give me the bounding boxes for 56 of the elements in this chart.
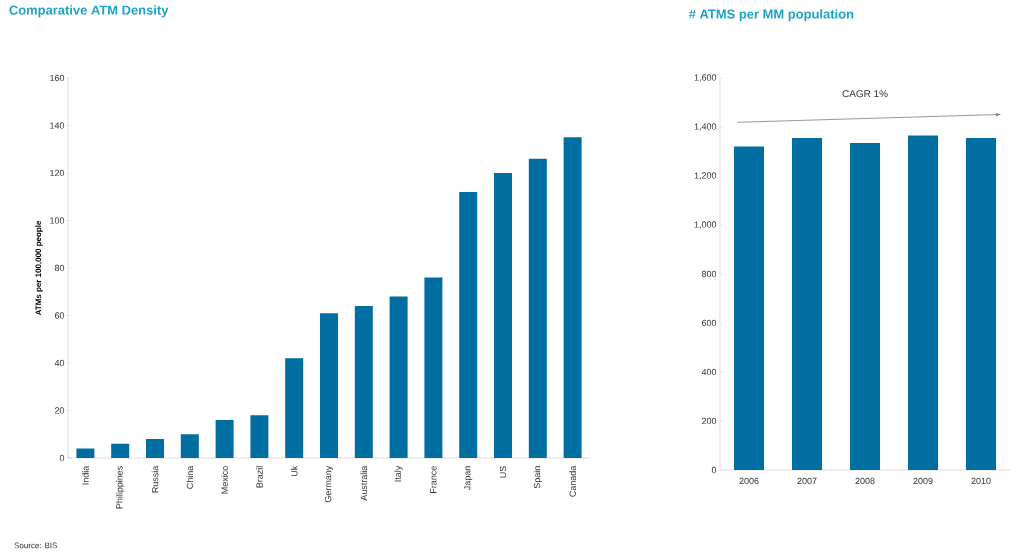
- bar: [285, 358, 304, 458]
- y-tick-label: 120: [50, 169, 65, 177]
- x-tick-label: Canada: [569, 465, 576, 497]
- x-tick-label: China: [186, 465, 194, 489]
- chart-title: Comparative ATM Density: [9, 5, 169, 18]
- x-tick-label: Brazil: [256, 466, 263, 488]
- bar: [354, 306, 373, 458]
- y-tick-label: 140: [50, 122, 65, 129]
- y-tick-label: 100: [50, 217, 65, 224]
- y-tick-label: 1,600: [694, 74, 717, 82]
- bar: [215, 420, 234, 458]
- bar: [424, 277, 443, 458]
- chart-title: # ATMS per MM population: [688, 9, 854, 22]
- y-tick-label: 1,000: [694, 221, 717, 229]
- x-tick-label: 2009: [913, 477, 933, 485]
- x-tick-label: Italy: [394, 465, 403, 482]
- x-tick-label: India: [82, 465, 89, 485]
- x-tick-label: 2010: [971, 477, 991, 485]
- x-tick-label: 2008: [855, 477, 875, 485]
- y-tick-label: 400: [701, 368, 717, 376]
- bar: [320, 313, 338, 458]
- x-tick-label: Spain: [533, 466, 542, 489]
- x-tick-label: Australia: [360, 465, 368, 501]
- x-tick-label: Japan: [464, 466, 473, 491]
- bar: [389, 296, 408, 458]
- bar: [146, 439, 164, 458]
- x-tick-label: France: [430, 466, 437, 493]
- y-tick-label: 1,400: [694, 123, 717, 131]
- y-tick-label: 200: [701, 417, 717, 425]
- x-tick-label: Russia: [151, 465, 159, 493]
- x-tick-label: Germany: [324, 465, 334, 503]
- bar: [563, 137, 582, 458]
- y-tick-label: 600: [701, 319, 717, 327]
- bar: [111, 443, 130, 458]
- y-tick-label: 80: [54, 264, 65, 272]
- x-tick-label: 2007: [797, 477, 817, 485]
- bar: [459, 192, 478, 458]
- annotation: CAGR 1%: [842, 90, 888, 98]
- y-tick-label: 1,200: [694, 172, 717, 180]
- y-tick-label: 20: [54, 407, 65, 414]
- bar: [494, 173, 512, 458]
- y-tick-label: 40: [54, 359, 65, 367]
- x-tick-label: Mexico: [221, 466, 228, 494]
- x-tick-label: Philippines: [116, 466, 125, 509]
- bar: [250, 415, 269, 458]
- bar: [180, 434, 199, 458]
- y-tick-label: 0: [711, 466, 717, 474]
- x-tick-label: US: [499, 466, 507, 478]
- bar: [76, 448, 95, 458]
- y-tick-label: 0: [59, 454, 65, 462]
- y-tick-label: 60: [54, 312, 65, 319]
- x-tick-label: Uk: [290, 465, 298, 477]
- bar: [528, 158, 547, 458]
- x-tick-label: 2006: [739, 477, 759, 485]
- y-tick-label: 800: [701, 270, 717, 278]
- y-tick-label: 160: [50, 74, 65, 82]
